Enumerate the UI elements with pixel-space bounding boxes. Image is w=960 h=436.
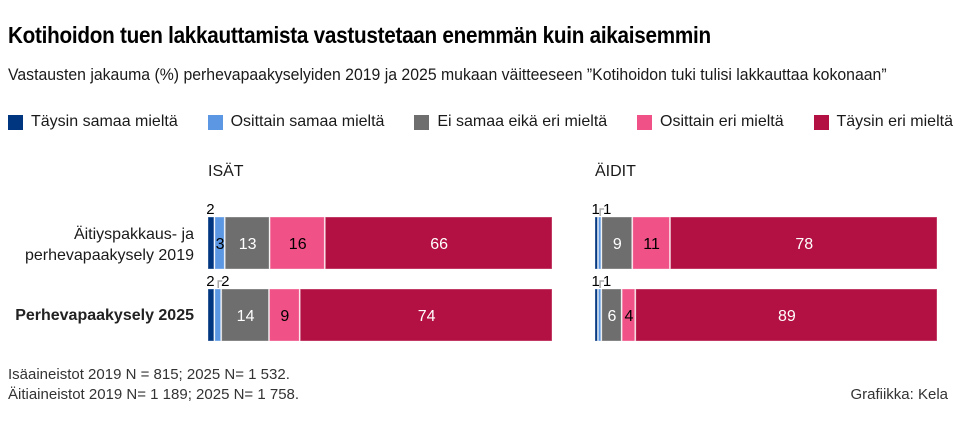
- data-label: 13: [239, 236, 257, 253]
- data-label: 74: [418, 308, 436, 325]
- bar-segment: [207, 216, 215, 270]
- data-label: 6: [608, 308, 617, 325]
- footnote-mothers: Äitiaineistot 2019 N= 1 189; 2025 N= 1 7…: [8, 386, 300, 403]
- data-label: 66: [430, 236, 448, 253]
- bar-segment: [632, 216, 670, 270]
- bar-segment: [224, 216, 270, 270]
- leader-line: [217, 280, 223, 288]
- bar-segment: [269, 216, 325, 270]
- data-label: 89: [778, 308, 796, 325]
- chart-title: Kotihoidon tuen lakkauttamista vastustet…: [8, 22, 711, 48]
- panel-title-fathers: ISÄT: [208, 163, 244, 180]
- data-label: 2: [206, 273, 214, 290]
- legend-swatch: [813, 114, 829, 130]
- credit: Grafiikka: Kela: [850, 386, 948, 403]
- legend-item: Osittain eri mieltä: [637, 111, 784, 133]
- data-label: 2: [221, 273, 229, 290]
- legend-item: Täysin eri mieltä: [813, 111, 953, 133]
- bar-segment: [214, 288, 222, 342]
- data-label: 16: [289, 236, 307, 253]
- data-label: 9: [613, 236, 622, 253]
- bar-segment: [221, 288, 269, 342]
- legend: Täysin samaa mieltä Osittain samaa mielt…: [8, 111, 953, 133]
- bar-segment: [597, 288, 602, 342]
- legend-item: Ei samaa eikä eri mieltä: [414, 111, 607, 133]
- bar-segment: [594, 216, 598, 270]
- bar-segment: [324, 216, 553, 270]
- legend-swatch: [207, 114, 223, 130]
- category-label-2019: Äitiyspakkaus- ja perhevapaakysely 2019: [25, 224, 194, 266]
- legend-label: Ei samaa eikä eri mieltä: [437, 113, 608, 130]
- bar-segment: [597, 216, 602, 270]
- chart-subtitle: Vastausten jakauma (%) perhevapaakyselyi…: [8, 65, 887, 84]
- data-label: 78: [795, 236, 813, 253]
- bar-segment: [635, 288, 938, 342]
- legend-label: Osittain samaa mieltä: [230, 113, 385, 130]
- legend-label: Täysin eri mieltä: [836, 113, 953, 130]
- data-label: 2: [206, 201, 214, 218]
- data-label: 9: [280, 308, 289, 325]
- leader-line: [599, 280, 605, 288]
- leader-line: [599, 208, 605, 216]
- legend-item: Osittain samaa mieltä: [207, 111, 385, 133]
- footnote-fathers: Isäaineistot 2019 N = 815; 2025 N= 1 532…: [8, 366, 290, 383]
- data-label: 1: [592, 201, 600, 218]
- legend-swatch: [8, 114, 23, 130]
- category-label-line: Äitiyspakkaus- ja: [73, 226, 194, 243]
- data-label: 4: [625, 308, 634, 325]
- category-label-2025: Perhevapaakysely 2025: [15, 307, 194, 324]
- bar-segment: [268, 288, 300, 342]
- panel-title-mothers: ÄIDIT: [595, 163, 636, 180]
- data-label: 1: [592, 273, 600, 290]
- legend-swatch: [414, 114, 430, 130]
- legend-item: Täysin samaa mieltä: [8, 111, 178, 133]
- data-label: 11: [643, 236, 660, 253]
- bar-segment: [594, 288, 598, 342]
- legend-swatch: [637, 114, 653, 130]
- data-label: 1: [603, 273, 611, 290]
- bar-segment: [601, 216, 633, 270]
- bar-segment: [299, 288, 553, 342]
- bar-segment: [207, 288, 215, 342]
- data-label: 1: [603, 201, 611, 218]
- bar-segment: [601, 288, 622, 342]
- data-label: 14: [237, 308, 255, 325]
- bar-segment: [669, 216, 938, 270]
- bar-segment: [214, 216, 225, 270]
- data-label: 3: [216, 236, 225, 253]
- legend-label: Osittain eri mieltä: [660, 113, 784, 130]
- legend-label: Täysin samaa mieltä: [31, 113, 178, 130]
- bar-segment: [621, 288, 636, 342]
- category-label-line: perhevapaakysely 2019: [24, 247, 194, 264]
